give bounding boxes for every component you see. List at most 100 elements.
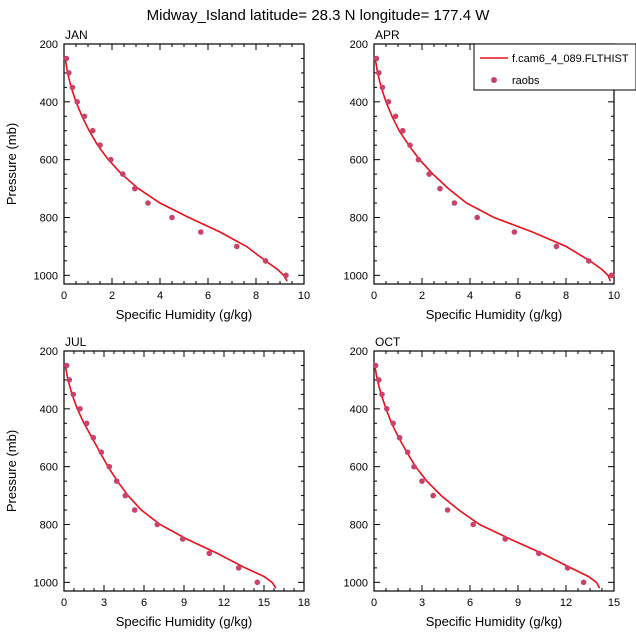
y-tick-label: 400 xyxy=(350,404,368,416)
legend-obs-label: raobs xyxy=(512,75,540,87)
raobs-point xyxy=(98,449,105,456)
y-tick-label: 400 xyxy=(350,97,368,109)
y-tick-label: 800 xyxy=(40,212,58,224)
y-tick-label: 1000 xyxy=(34,270,58,282)
x-tick-label: 2 xyxy=(109,290,115,302)
raobs-point xyxy=(97,142,103,148)
raobs-point xyxy=(120,171,126,177)
raobs-point xyxy=(536,550,542,557)
y-tick-label: 600 xyxy=(40,462,58,474)
raobs-point xyxy=(145,200,151,206)
x-tick-label: 0 xyxy=(61,597,67,609)
raobs-point xyxy=(415,156,422,163)
x-axis-label: Specific Humidity (g/kg) xyxy=(426,614,563,629)
y-tick-label: 400 xyxy=(40,97,58,109)
x-tick-label: 18 xyxy=(298,597,310,609)
raobs-point xyxy=(77,406,83,412)
model-line xyxy=(64,365,277,589)
panel-jul: 0 3 6 9 12 15 18 200 400 600 800 1000 JUL Specific Hu… xyxy=(4,335,310,629)
y-tick-label: 200 xyxy=(350,346,368,358)
x-tick-label: 4 xyxy=(157,290,163,302)
raobs-point xyxy=(235,565,242,571)
y-tick-label: 200 xyxy=(40,346,58,358)
x-tick-label: 6 xyxy=(515,290,521,302)
raobs-point xyxy=(132,185,138,192)
raobs-point xyxy=(400,127,406,134)
raobs-point xyxy=(83,420,90,427)
legend-model-label: f.cam6_4_089.FLTHIST xyxy=(512,53,629,65)
raobs-point xyxy=(511,229,518,235)
raobs-point xyxy=(70,391,77,398)
x-axis-label: Specific Humidity (g/kg) xyxy=(116,614,253,629)
panel-label: APR xyxy=(375,28,400,42)
raobs-point xyxy=(384,406,390,412)
y-axis-label: Pressure (mb) xyxy=(4,123,19,205)
plot-frame xyxy=(63,43,305,285)
raobs-point xyxy=(385,99,392,105)
y-tick-label: 800 xyxy=(350,519,368,531)
y-tick-label: 200 xyxy=(40,39,58,51)
panel-label: OCT xyxy=(375,335,401,349)
y-tick-label: 1000 xyxy=(344,270,368,282)
y-tick-label: 600 xyxy=(350,155,368,167)
model-line xyxy=(374,58,612,282)
x-axis-label: Specific Humidity (g/kg) xyxy=(116,307,253,322)
raobs-point xyxy=(392,113,399,120)
x-tick-label: 15 xyxy=(258,597,270,609)
raobs-point xyxy=(372,362,379,369)
x-tick-label: 8 xyxy=(563,290,569,302)
raobs-point xyxy=(404,449,411,456)
raobs-point xyxy=(234,243,240,250)
x-tick-label: 0 xyxy=(371,290,377,302)
raobs-point xyxy=(373,55,380,62)
raobs-point xyxy=(390,420,397,427)
raobs-point xyxy=(179,536,186,542)
y-tick-label: 1000 xyxy=(344,577,368,589)
raobs-point xyxy=(206,550,213,557)
raobs-point xyxy=(430,492,437,499)
y-tick-label: 600 xyxy=(350,462,368,474)
panel-jan: 0 2 4 6 8 10 200 400 600 800 1000 JAN Specific Humid… xyxy=(4,28,310,322)
x-tick-label: 3 xyxy=(419,597,425,609)
x-tick-label: 6 xyxy=(205,290,211,302)
raobs-point xyxy=(69,84,76,91)
y-axis-label: Pressure (mb) xyxy=(4,430,19,512)
raobs-point xyxy=(262,258,269,264)
raobs-point xyxy=(411,463,417,470)
legend: f.cam6_4_089.FLTHIST raobs xyxy=(473,43,636,91)
y-tick-label: 800 xyxy=(40,519,58,531)
raobs-point xyxy=(198,229,204,235)
raobs-point xyxy=(254,579,261,586)
x-tick-label: 4 xyxy=(467,290,473,302)
y-tick-label: 1000 xyxy=(34,577,58,589)
raobs-point xyxy=(283,272,289,279)
raobs-point xyxy=(122,492,129,499)
raobs-point xyxy=(113,478,120,484)
x-tick-label: 6 xyxy=(141,597,147,609)
x-tick-label: 9 xyxy=(515,597,521,609)
panel-oct: 0 3 6 9 12 15 200 400 600 800 1000 OCT Specific Humi… xyxy=(344,335,621,629)
raobs-point xyxy=(407,142,413,148)
x-tick-label: 0 xyxy=(371,597,377,609)
raobs-point xyxy=(379,84,386,91)
legend-box xyxy=(473,43,636,91)
y-tick-label: 800 xyxy=(350,212,368,224)
raobs-point xyxy=(470,521,477,528)
raobs-point xyxy=(90,127,96,134)
raobs-point xyxy=(553,243,560,250)
raobs-point xyxy=(451,200,458,206)
raobs-point xyxy=(90,434,97,441)
raobs-point xyxy=(474,214,481,221)
x-tick-label: 6 xyxy=(467,597,473,609)
raobs-point xyxy=(74,99,80,105)
raobs-point xyxy=(169,214,175,221)
x-tick-label: 2 xyxy=(419,290,425,302)
y-tick-label: 600 xyxy=(40,155,58,167)
raobs-point xyxy=(426,171,433,177)
raobs-point xyxy=(66,70,72,76)
raobs-point xyxy=(66,377,73,383)
x-tick-label: 10 xyxy=(298,290,310,302)
x-tick-label: 12 xyxy=(560,597,572,609)
y-tick-label: 400 xyxy=(40,404,58,416)
